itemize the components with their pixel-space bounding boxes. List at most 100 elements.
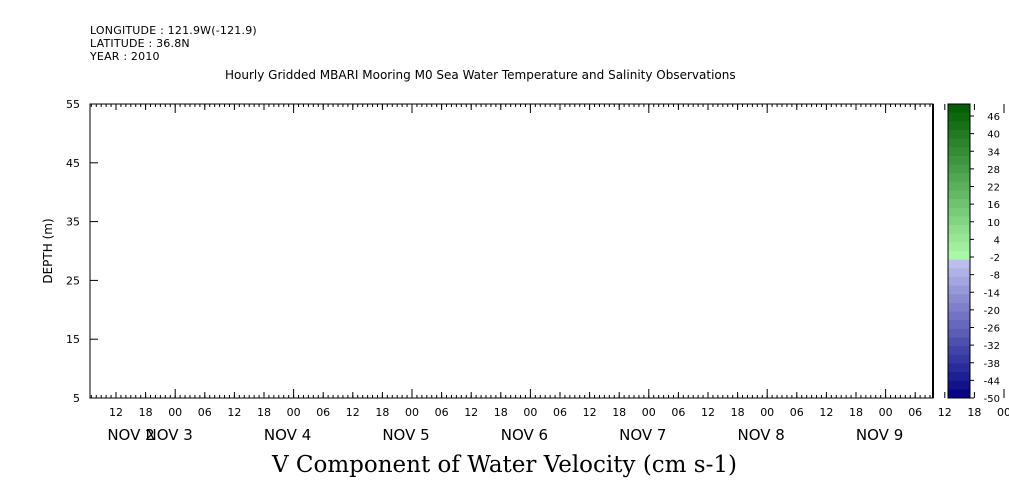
colorbar-swatch <box>948 302 970 313</box>
x-day-label: NOV 4 <box>264 426 311 444</box>
x-tick-label: 18 <box>139 406 153 419</box>
colorbar-label: -32 <box>984 341 1000 352</box>
colorbar-label: 10 <box>987 218 1000 229</box>
longitude-label: LONGITUDE : 121.9W(-121.9) <box>90 24 257 37</box>
colorbar-swatch <box>948 311 970 321</box>
colorbar-swatch <box>948 346 970 356</box>
colorbar-label: 40 <box>987 130 1000 141</box>
x-tick-label: 12 <box>583 406 597 419</box>
x-tick-label: 12 <box>346 406 360 419</box>
colorbar: 46 40 34 28 22 16 10 4 -2 -8 -14 -20 -26 -32 -38 -44 -50 <box>947 103 1000 405</box>
colorbar-swatch <box>948 207 970 217</box>
colorbar-swatch <box>948 129 970 140</box>
colorbar-label: 46 <box>987 112 1000 123</box>
colorbar-swatch <box>948 190 970 200</box>
x-tick-label: 18 <box>967 406 981 419</box>
x-tick-label: 06 <box>553 406 567 419</box>
colorbar-swatch <box>948 104 970 114</box>
colorbar-swatch <box>948 354 970 364</box>
x-day-label: NOV 3 <box>146 426 193 444</box>
x-tick-label: 00 <box>287 406 301 419</box>
x-tick-label: 06 <box>316 406 330 419</box>
colorbar-label: -8 <box>990 271 1000 282</box>
axes: 5 15 25 35 45 55 DEPTH (m) 12 18 00 06 12 18 00 06 12 18… <box>41 98 1009 444</box>
x-tick-label: 00 <box>997 406 1009 419</box>
colorbar-swatch <box>948 380 970 390</box>
colorbar-swatch <box>948 268 970 278</box>
x-tick-label: 18 <box>731 406 745 419</box>
x-tick-label: 18 <box>494 406 508 419</box>
colorbar-frame <box>947 103 971 399</box>
x-day-label: NOV 9 <box>856 426 903 444</box>
y-tick-label: 35 <box>66 216 80 229</box>
colorbar-label: -20 <box>984 306 1000 317</box>
x-day-label: NOV 8 <box>738 426 785 444</box>
colorbar-label: 28 <box>987 165 1000 176</box>
colorbar-swatch <box>948 216 970 226</box>
colorbar-swatch <box>948 389 970 399</box>
colorbar-swatch <box>948 112 970 122</box>
x-tick-label: 18 <box>257 406 271 419</box>
y-tick-label: 15 <box>66 333 80 346</box>
x-tick-label: 06 <box>671 406 685 419</box>
colorbar-swatch <box>948 121 970 131</box>
y-tick-label: 45 <box>66 157 80 170</box>
latitude-label: LATITUDE : 36.8N <box>90 37 190 50</box>
colorbar-swatch <box>948 285 970 295</box>
colorbar-label: -50 <box>984 394 1000 405</box>
x-tick-label: 00 <box>642 406 656 419</box>
y-tick-label: 55 <box>66 98 80 111</box>
x-day-label: NOV 2 <box>107 426 154 444</box>
x-tick-label: 06 <box>435 406 449 419</box>
colorbar-swatch <box>948 181 970 191</box>
colorbar-swatch <box>948 259 970 269</box>
colorbar-swatch <box>948 155 970 166</box>
colorbar-swatch <box>948 242 970 252</box>
x-tick-label: 12 <box>227 406 241 419</box>
colorbar-swatch <box>948 233 970 243</box>
x-tick-label: 18 <box>849 406 863 419</box>
colorbar-swatch <box>948 173 970 183</box>
colorbar-swatch <box>948 164 970 174</box>
x-axis-label: V Component of Water Velocity (cm s-1) <box>272 452 737 478</box>
colorbar-label: 34 <box>987 147 1000 158</box>
y-tick-label: 5 <box>73 392 80 405</box>
colorbar-label: 22 <box>987 183 1000 194</box>
x-tick-label: 18 <box>612 406 626 419</box>
colorbar-swatch <box>948 147 970 157</box>
x-tick-label: 12 <box>109 406 123 419</box>
x-day-label: NOV 7 <box>619 426 666 444</box>
chart-title: Hourly Gridded MBARI Mooring M0 Sea Wate… <box>225 68 736 82</box>
colorbar-swatch <box>948 276 970 287</box>
y-tick-label: 25 <box>66 274 80 287</box>
colorbar-swatch <box>948 138 970 148</box>
colorbar-swatch <box>948 372 970 382</box>
x-day-label: NOV 5 <box>382 426 429 444</box>
colorbar-swatch <box>948 337 970 347</box>
x-tick-label: 12 <box>701 406 715 419</box>
plot-frame <box>89 103 934 399</box>
colorbar-swatch <box>948 328 970 338</box>
colorbar-label: -44 <box>984 376 1000 387</box>
y-axis-label: DEPTH (m) <box>41 218 55 283</box>
x-tick-label: 00 <box>760 406 774 419</box>
colorbar-swatch <box>948 225 970 235</box>
x-tick-label: 12 <box>819 406 833 419</box>
colorbar-label: -38 <box>984 359 1000 370</box>
x-tick-label: 00 <box>405 406 419 419</box>
x-tick-label: 00 <box>523 406 537 419</box>
x-tick-label: 12 <box>464 406 478 419</box>
x-tick-label: 06 <box>908 406 922 419</box>
colorbar-swatch <box>948 320 970 330</box>
colorbar-label: 16 <box>987 200 1000 211</box>
x-tick-label: 00 <box>879 406 893 419</box>
colorbar-label: 4 <box>994 235 1000 246</box>
colorbar-label: -26 <box>984 324 1000 335</box>
colorbar-swatch <box>948 363 970 373</box>
x-tick-label: 06 <box>198 406 212 419</box>
x-tick-label: 06 <box>790 406 804 419</box>
colorbar-swatch <box>948 294 970 304</box>
colorbar-swatch <box>948 199 970 209</box>
colorbar-label: -14 <box>984 288 1000 299</box>
